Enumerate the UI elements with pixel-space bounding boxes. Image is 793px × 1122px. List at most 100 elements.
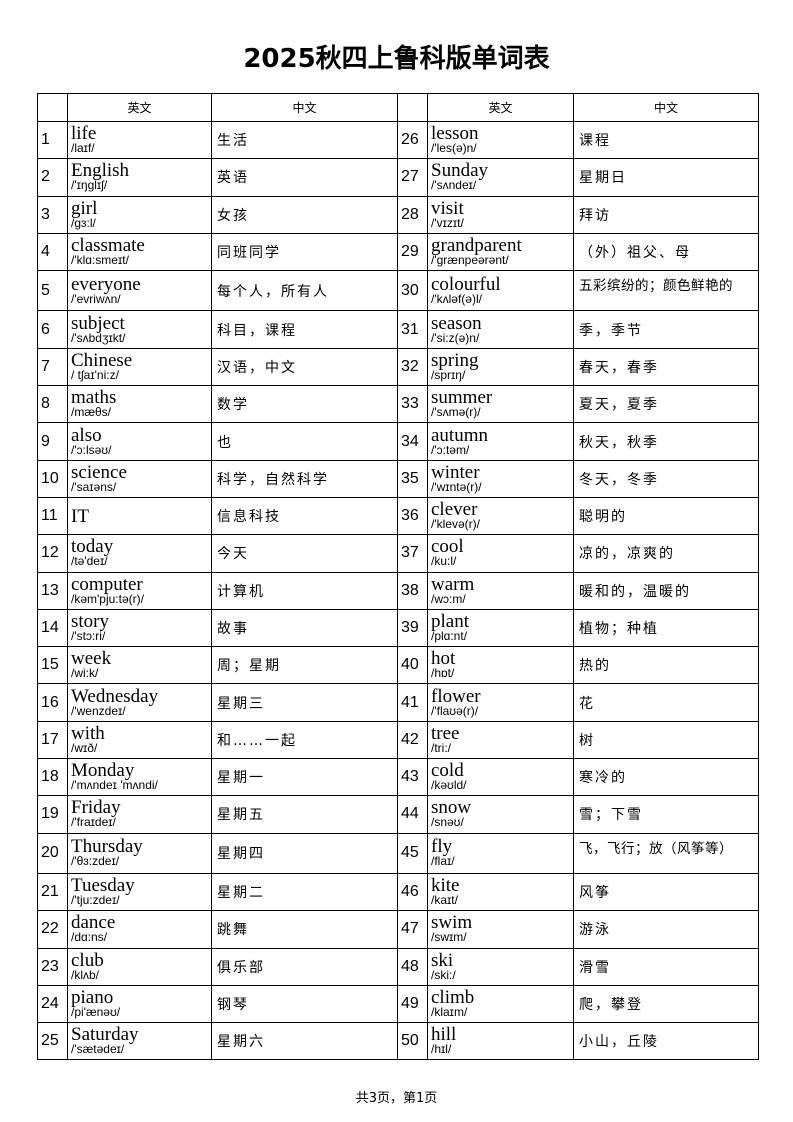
english-word: colourful — [431, 273, 501, 295]
english-cell: kite/kaɪt/ — [427, 872, 574, 912]
word-number: 18 — [37, 758, 68, 797]
table-row: 18 Monday/'mʌndeɪ 'mʌndi/星期一 43 cold/kəʊld/… — [37, 758, 759, 797]
english-cell: tree/tri:/ — [427, 720, 574, 760]
chinese-meaning: 女孩 — [211, 195, 398, 234]
phonetic: /mæθs/ — [71, 405, 112, 420]
english-word: IT — [71, 505, 89, 527]
word-number: 41 — [397, 683, 428, 722]
phonetic: /hɒt/ — [431, 666, 455, 681]
word-number: 27 — [397, 158, 428, 197]
chinese-meaning: 和……一起 — [211, 720, 398, 760]
english-cell: Thursday/'θɜ:zdeɪ/ — [67, 832, 212, 874]
word-number: 31 — [397, 310, 428, 349]
phonetic: /plɑ:nt/ — [431, 629, 468, 643]
phonetic: /snəʊ/ — [431, 815, 464, 830]
chinese-meaning: 花 — [573, 683, 759, 722]
word-number: 22 — [37, 910, 68, 949]
table-row: 24 piano/pi'ænəʊ/钢琴 49 climb/klaɪm/爬，攀登 — [37, 984, 759, 1024]
header-english: 英文 — [67, 93, 212, 122]
chinese-meaning: 爬，攀登 — [573, 984, 759, 1024]
chinese-meaning: 凉的，凉爽的 — [573, 534, 759, 573]
table-row: 11 IT 信息科技 36 clever/'klevə(r)/聪明的 — [37, 496, 759, 536]
english-word: summer — [431, 387, 493, 409]
word-number: 14 — [37, 608, 68, 648]
word-number: 11 — [37, 496, 68, 536]
word-number: 16 — [37, 683, 68, 722]
phonetic: /'sʌbdʒɪkt/ — [71, 330, 126, 345]
english-word: maths — [71, 387, 117, 409]
english-word: science — [71, 461, 127, 483]
phonetic: /dɑ:ns/ — [71, 930, 108, 945]
word-number: 35 — [397, 459, 428, 498]
table-row: 12 today/tə'deɪ/今天 37 cool/ku:l/凉的，凉爽的 — [37, 534, 759, 573]
word-number: 46 — [397, 872, 428, 912]
word-number: 28 — [397, 195, 428, 234]
table-row: 1 life/laɪf/生活 26 lesson/'les(ə)n/课程 — [37, 120, 759, 160]
chinese-meaning: 秋天，秋季 — [573, 422, 759, 461]
table-row: 9 also/'ɔ:lsəʊ/也 34 autumn/'ɔ:təm/秋天，秋季 — [37, 422, 759, 461]
english-word: kite — [431, 875, 460, 897]
word-number: 34 — [397, 422, 428, 461]
header-number — [37, 93, 68, 122]
word-number: 49 — [397, 984, 428, 1024]
word-number: 45 — [397, 832, 428, 874]
table-row: 5 everyone/'evriwʌn/每个人，所有人 30 colourful/'k… — [37, 270, 759, 312]
chinese-meaning: 星期六 — [211, 1022, 398, 1061]
english-word: Friday — [71, 797, 121, 819]
table-row: 20 Thursday/'θɜ:zdeɪ/星期四 45 fly/flaɪ/飞，飞行；放… — [37, 832, 759, 874]
english-word: spring — [431, 349, 479, 371]
word-number: 24 — [37, 984, 68, 1024]
english-cell: lesson/'les(ə)n/ — [427, 120, 574, 160]
vocabulary-table: 英文 中文 英文 中文 1 life/laɪf/生活 26 lesson/'les(ə… — [37, 93, 759, 1061]
chinese-meaning: 星期一 — [211, 758, 398, 797]
word-number: 2 — [37, 158, 68, 197]
word-number: 3 — [37, 195, 68, 234]
english-cell: life/laɪf/ — [67, 120, 212, 160]
chinese-meaning: 五彩缤纷的；颜色鲜艳的 — [573, 270, 759, 312]
table-row: 4 classmate/'klɑ:smeɪt/同班同学 29 grandparent /… — [37, 232, 759, 272]
chinese-meaning: 每个人，所有人 — [211, 270, 398, 312]
table-row: 21 Tuesday/'tju:zdeɪ/星期二 46 kite/kaɪt/风筝 — [37, 872, 759, 912]
english-word: Tuesday — [71, 875, 135, 897]
english-word: hot — [431, 648, 456, 670]
word-number: 50 — [397, 1022, 428, 1061]
english-cell: snow/snəʊ/ — [427, 795, 574, 834]
english-cell: plant/plɑ:nt/ — [427, 608, 574, 648]
page-title: 2025秋四上鲁科版单词表 — [243, 44, 550, 74]
english-cell: Wednesday/'wenzdeɪ/ — [67, 683, 212, 722]
table-row: 15 week/wi:k/周；星期 40 hot/hɒt/热的 — [37, 646, 759, 685]
phonetic: /'sætədeɪ/ — [71, 1042, 125, 1057]
english-cell: maths/mæθs/ — [67, 385, 212, 424]
english-word: cool — [431, 536, 464, 558]
word-number: 9 — [37, 422, 68, 461]
english-cell: everyone/'evriwʌn/ — [67, 270, 212, 312]
english-word: warm — [431, 573, 475, 595]
english-cell: Sunday/'sʌndeɪ/ — [427, 158, 574, 197]
english-cell: swim/swɪm/ — [427, 910, 574, 949]
english-word: Sunday — [431, 160, 488, 182]
phonetic: /'wenzdeɪ/ — [71, 703, 126, 718]
english-cell: English/'ɪŋglɪʃ/ — [67, 158, 212, 197]
english-word: club — [71, 949, 104, 971]
phonetic: /flaɪ/ — [431, 854, 455, 869]
table-row: 6 subject/'sʌbdʒɪkt/科目，课程 31 season/'si:z(ə… — [37, 310, 759, 349]
header-number — [397, 93, 428, 122]
phonetic: /wɪð/ — [71, 740, 98, 755]
word-number: 44 — [397, 795, 428, 834]
chinese-meaning: 星期二 — [211, 872, 398, 912]
english-cell: classmate/'klɑ:smeɪt/ — [67, 232, 212, 272]
english-word: Thursday — [71, 836, 143, 858]
chinese-meaning: 俱乐部 — [211, 947, 398, 986]
word-number: 12 — [37, 534, 68, 573]
english-cell: grandparent/'grænpeərənt/ — [427, 232, 574, 272]
phonetic: /laɪf/ — [71, 141, 95, 156]
english-word: with — [71, 722, 105, 744]
english-word: fly — [431, 836, 453, 858]
word-number: 39 — [397, 608, 428, 648]
chinese-meaning: 聪明的 — [573, 496, 759, 536]
word-number: 19 — [37, 795, 68, 834]
english-word: everyone — [71, 273, 141, 295]
english-word: classmate — [71, 235, 145, 257]
chinese-meaning: 数学 — [211, 385, 398, 424]
english-cell: hill/hɪl/ — [427, 1022, 574, 1061]
